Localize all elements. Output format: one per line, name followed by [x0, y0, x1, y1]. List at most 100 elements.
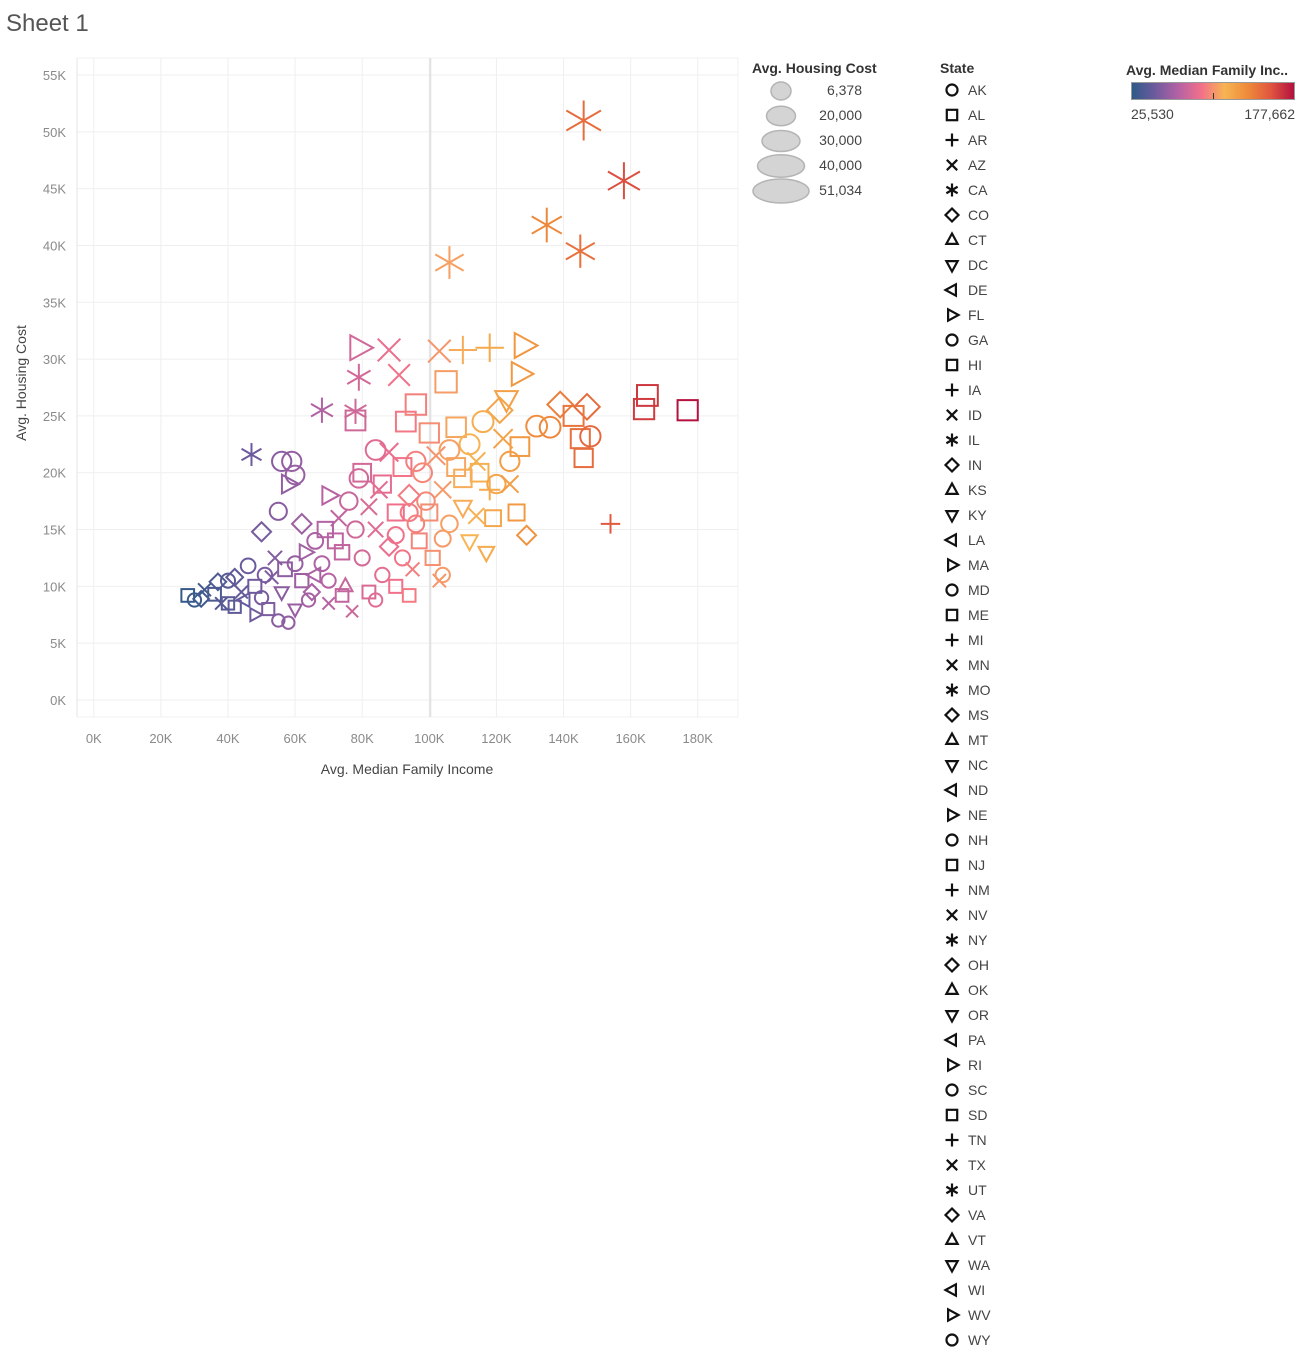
data-point [635, 384, 659, 407]
y-tick-label: 45K [43, 182, 66, 197]
data-point [364, 439, 387, 461]
plus-icon [945, 883, 959, 897]
triangle-down-icon [944, 259, 960, 274]
triangle-right-icon [946, 1057, 961, 1073]
data-point [392, 457, 413, 477]
state-legend-item: LA [940, 528, 1060, 553]
data-point [565, 100, 602, 141]
data-point [424, 549, 441, 567]
state-legend-label: KY [968, 507, 987, 523]
data-point [321, 484, 342, 507]
data-point [348, 468, 370, 489]
data-point [286, 603, 304, 619]
data-point [300, 592, 317, 608]
state-legend-label: PA [968, 1032, 986, 1048]
state-legend-label: MN [968, 657, 990, 673]
size-legend-items: 6,378 20,000 30,000 40,000 51,034 [752, 78, 902, 204]
data-point [427, 339, 452, 364]
state-legend-label: VA [968, 1207, 986, 1223]
data-point [386, 526, 405, 545]
data-point [234, 584, 249, 600]
state-legend-item: AZ [940, 153, 1060, 178]
state-legend-label: AL [968, 107, 986, 123]
diamond-icon [943, 206, 961, 224]
size-legend-item: 6,378 [752, 78, 902, 103]
data-point [367, 592, 384, 608]
data-point [241, 443, 262, 467]
data-point [493, 390, 520, 414]
state-legend-item: HI [940, 353, 1060, 378]
state-legend-item: NJ [940, 853, 1060, 878]
data-point [466, 451, 487, 472]
data-point [379, 442, 400, 463]
y-tick-label: 25K [43, 409, 66, 424]
state-legend-label: NE [968, 807, 988, 823]
state-legend-item: OH [940, 953, 1060, 978]
y-tick-label: 0K [50, 693, 66, 708]
data-point [306, 531, 325, 550]
plot-frame [76, 57, 739, 718]
state-legend-label: CO [968, 207, 989, 223]
data-point [339, 491, 359, 511]
size-legend-title: Avg. Housing Cost [752, 60, 877, 76]
size-legend-circle [756, 154, 806, 178]
size-legend-value: 51,034 [819, 182, 862, 198]
cross-icon [946, 659, 958, 671]
state-legend-label: ME [968, 607, 989, 623]
state-legend-label: OK [968, 982, 989, 998]
data-point [234, 591, 251, 609]
size-legend-item: 30,000 [752, 128, 902, 153]
triangle-right-icon [946, 807, 961, 823]
data-point [434, 566, 451, 584]
state-legend-item: AK [940, 78, 1060, 103]
data-point [372, 474, 392, 494]
data-point [349, 333, 376, 362]
cross-icon [946, 409, 958, 421]
state-legend-item: WI [940, 1278, 1060, 1303]
state-legend-item: TN [940, 1128, 1060, 1153]
state-legend-label: WI [968, 1282, 986, 1298]
y-tick-label: 20K [43, 466, 66, 481]
data-point [418, 422, 440, 444]
state-legend-item: IN [940, 453, 1060, 478]
data-point [492, 428, 514, 449]
data-point [281, 615, 296, 630]
state-legend-title: State [940, 60, 975, 76]
circle-icon [945, 833, 959, 847]
size-legend-item: 20,000 [752, 103, 902, 128]
y-tick-label: 10K [43, 579, 66, 594]
state-legend-label: NH [968, 832, 989, 848]
size-legend-circle [761, 129, 801, 153]
triangle-left-icon [943, 1282, 957, 1298]
data-point [485, 396, 514, 425]
circle-icon [945, 1333, 959, 1347]
state-legend-label: TX [968, 1157, 986, 1173]
state-legend-label: OR [968, 1007, 989, 1023]
data-point [484, 509, 502, 528]
state-legend-item: MN [940, 653, 1060, 678]
state-legend-item: KY [940, 503, 1060, 528]
plus-icon [945, 133, 959, 147]
state-legend-item: VA [940, 1203, 1060, 1228]
state-legend-item: NH [940, 828, 1060, 853]
data-point [249, 606, 265, 623]
state-legend-label: NY [968, 932, 988, 948]
state-legend-label: HI [968, 357, 982, 373]
data-point [280, 473, 302, 496]
data-point [374, 566, 391, 584]
triangle-up-icon [944, 1231, 960, 1245]
color-legend-title: Avg. Median Family Inc.. [1126, 62, 1289, 78]
data-point [434, 370, 458, 394]
data-point [476, 545, 496, 564]
state-legend-label: RI [968, 1057, 982, 1073]
x-tick-label: 80K [351, 731, 374, 746]
triangle-right-icon [946, 557, 961, 573]
triangle-up-icon [944, 481, 960, 495]
triangle-down-icon [944, 759, 960, 774]
state-legend-item: SD [940, 1103, 1060, 1128]
circle-icon [945, 583, 959, 597]
state-legend-label: MO [968, 682, 991, 698]
square-icon [945, 358, 959, 372]
state-legend-item: NE [940, 803, 1060, 828]
y-tick-label: 55K [43, 68, 66, 83]
